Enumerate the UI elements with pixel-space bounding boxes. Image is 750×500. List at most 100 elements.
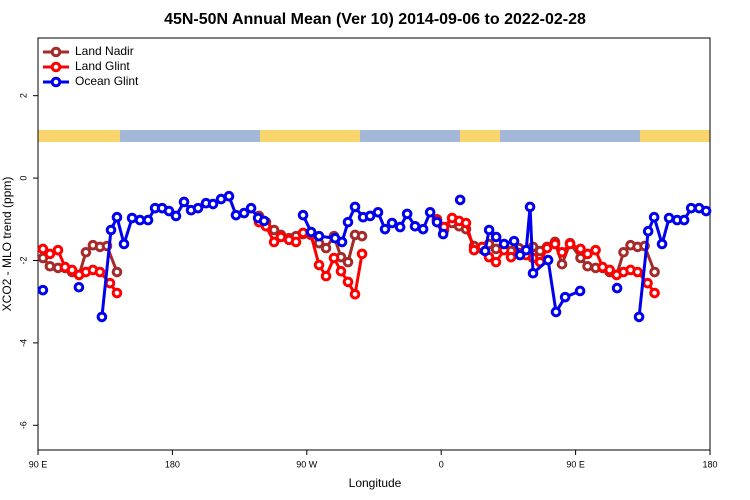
point <box>37 284 49 296</box>
point <box>505 251 517 263</box>
point <box>96 311 108 323</box>
point <box>192 202 204 214</box>
x-tick-label: 90 E <box>566 459 585 469</box>
point <box>401 208 413 220</box>
point <box>268 236 280 248</box>
point <box>134 214 146 226</box>
point <box>94 266 106 278</box>
point <box>541 242 553 254</box>
point <box>542 254 554 266</box>
map-strip <box>38 130 710 142</box>
point <box>632 266 643 278</box>
point <box>409 220 421 232</box>
point <box>111 266 123 278</box>
point <box>73 281 85 293</box>
point <box>230 209 242 221</box>
point <box>207 198 219 210</box>
point <box>479 245 491 257</box>
point <box>37 243 49 255</box>
point <box>656 238 668 250</box>
point <box>590 244 601 256</box>
point <box>575 243 586 255</box>
point <box>275 231 287 243</box>
x-axis-label: Longitude <box>349 476 402 490</box>
point <box>556 246 568 258</box>
point <box>44 260 56 272</box>
legend-label: Ocean Glint <box>75 74 139 88</box>
point <box>52 244 64 256</box>
point <box>245 202 257 214</box>
point <box>508 235 520 247</box>
point <box>111 287 123 299</box>
y-tick-label: 2 <box>18 93 28 98</box>
point <box>431 216 443 228</box>
point <box>66 264 78 276</box>
point <box>550 306 562 318</box>
y-tick-label: -2 <box>18 256 28 264</box>
point <box>460 217 472 229</box>
point <box>582 248 593 260</box>
point <box>437 228 449 240</box>
point <box>490 243 502 255</box>
point <box>313 230 325 242</box>
point <box>223 190 235 202</box>
point <box>556 258 568 270</box>
point <box>490 231 502 243</box>
point <box>649 266 660 278</box>
point <box>483 224 495 236</box>
point <box>170 210 182 222</box>
point <box>349 288 361 300</box>
point <box>618 246 629 258</box>
point <box>394 221 406 233</box>
y-axis-label: XCO2 - MLO trend (ppm) <box>0 177 14 312</box>
point <box>574 285 586 297</box>
point <box>520 244 532 256</box>
point <box>549 238 561 250</box>
point <box>454 194 466 206</box>
point <box>163 205 175 217</box>
point <box>490 256 502 268</box>
point <box>111 211 123 223</box>
point <box>80 246 92 258</box>
point <box>417 223 429 235</box>
chart-title: 45N-50N Annual Mean (Ver 10) 2014-09-06 … <box>164 11 586 28</box>
point <box>468 244 480 256</box>
point <box>328 252 340 264</box>
point <box>142 214 154 226</box>
x-tick-label: 90 E <box>29 459 48 469</box>
point <box>356 248 368 260</box>
point <box>290 236 302 248</box>
x-tick-label: 0 <box>439 459 444 469</box>
x-tick-label: 180 <box>702 459 717 469</box>
point <box>356 230 368 242</box>
y-tick-label: -6 <box>18 421 28 429</box>
point <box>105 224 117 236</box>
point <box>342 256 354 268</box>
point <box>424 206 436 218</box>
point <box>320 242 332 254</box>
legend-label: Land Glint <box>75 59 130 73</box>
point <box>104 277 116 289</box>
point <box>364 210 376 222</box>
point <box>372 206 384 218</box>
legend-marker <box>50 46 62 58</box>
point <box>297 209 309 221</box>
point <box>611 282 623 294</box>
point <box>559 291 571 303</box>
point <box>633 311 645 323</box>
point <box>386 217 398 229</box>
point <box>336 236 348 248</box>
point <box>663 212 675 224</box>
point <box>678 214 690 226</box>
point <box>342 216 354 228</box>
point <box>118 238 130 250</box>
point <box>313 259 325 271</box>
point <box>649 287 660 299</box>
point <box>604 264 615 276</box>
x-tick-label: 180 <box>165 459 180 469</box>
point <box>268 224 280 236</box>
point <box>648 211 660 223</box>
point <box>238 207 250 219</box>
point <box>524 201 536 213</box>
